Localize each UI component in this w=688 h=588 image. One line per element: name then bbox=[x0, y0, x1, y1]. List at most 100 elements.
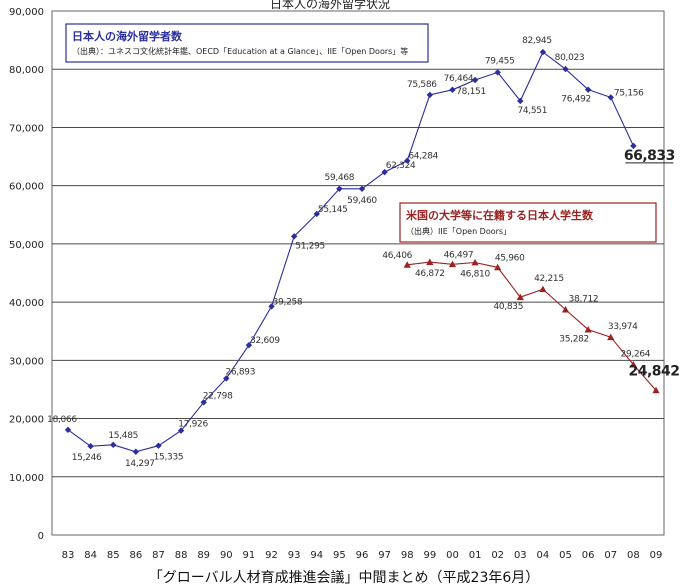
y-tick-label: 40,000 bbox=[9, 298, 44, 309]
data-point-overseas bbox=[404, 157, 411, 164]
x-tick-label: 85 bbox=[107, 550, 120, 561]
data-point-overseas bbox=[177, 427, 185, 434]
y-axis-ticks: 0 10,000 20,000 30,000 40,000 50,000 60,000 70,… bbox=[9, 7, 44, 542]
y-tick-label: 20,000 bbox=[9, 415, 44, 426]
data-label-overseas: 75,156 bbox=[614, 88, 644, 98]
data-label-overseas: 82,945 bbox=[522, 36, 552, 46]
data-label-us: 24,842 bbox=[628, 363, 679, 379]
x-tick-label: 04 bbox=[537, 550, 550, 561]
data-label-overseas: 39,258 bbox=[273, 297, 303, 307]
data-label-overseas: 15,246 bbox=[72, 453, 102, 463]
data-label-overseas: 22,798 bbox=[203, 391, 233, 401]
chart: 日本人の海外留学状況 0 10,000 20,000 30,000 40,000 50,0… bbox=[9, 0, 680, 561]
data-label-us: 46,872 bbox=[415, 269, 445, 279]
x-axis-ticks: 83 84 85 86 87 88 89 90 91 92 93 94 95 96 97 98 99 00 01 02… bbox=[62, 550, 663, 561]
data-point-us bbox=[629, 361, 637, 368]
data-label-overseas: 17,926 bbox=[178, 420, 208, 430]
x-tick-label: 03 bbox=[514, 550, 527, 561]
data-label-overseas: 76,492 bbox=[561, 95, 591, 105]
data-point-overseas bbox=[584, 86, 592, 93]
x-tick-label: 97 bbox=[378, 550, 391, 561]
data-point-overseas bbox=[313, 210, 320, 218]
data-label-overseas: 75,586 bbox=[407, 80, 437, 90]
x-tick-label: 96 bbox=[356, 550, 369, 561]
data-label-us: 46,406 bbox=[382, 251, 412, 261]
y-tick-label: 0 bbox=[38, 531, 44, 542]
y-tick-label: 60,000 bbox=[9, 182, 44, 193]
data-label-overseas: 15,485 bbox=[108, 431, 138, 441]
data-label-overseas: 62,324 bbox=[386, 161, 416, 171]
x-tick-label: 98 bbox=[401, 550, 414, 561]
data-point-overseas bbox=[336, 185, 343, 192]
data-label-overseas: 55,145 bbox=[318, 205, 348, 215]
data-label-us: 38,712 bbox=[569, 295, 599, 305]
data-label-overseas: 18,066 bbox=[47, 415, 77, 425]
series-markers bbox=[64, 48, 660, 455]
data-label-overseas: 74,551 bbox=[517, 106, 547, 116]
y-tick-label: 80,000 bbox=[9, 65, 44, 76]
data-point-overseas bbox=[87, 443, 94, 450]
data-point-us bbox=[652, 386, 660, 394]
x-tick-label: 87 bbox=[152, 550, 165, 561]
data-point-us bbox=[607, 333, 615, 341]
data-label-overseas: 26,893 bbox=[225, 367, 255, 377]
data-point-overseas bbox=[155, 442, 162, 449]
x-tick-label: 84 bbox=[84, 550, 97, 561]
x-tick-label: 88 bbox=[175, 550, 188, 561]
legend-box-us: 米国の大学等に在籍する日本人学生数 （出典）IIE「Open Doors」 bbox=[399, 202, 657, 243]
data-point-overseas bbox=[381, 168, 388, 176]
legend-source-overseas: （出典）：ユネスコ文化統計年鑑、OECD「Education at a Glan… bbox=[72, 46, 408, 56]
data-label-overseas: 76,464 bbox=[444, 74, 474, 84]
x-tick-label: 02 bbox=[491, 550, 504, 561]
data-label-overseas: 66,833 bbox=[624, 148, 675, 164]
series-line-overseas bbox=[67, 51, 634, 453]
data-point-overseas bbox=[607, 94, 614, 101]
data-label-us: 35,282 bbox=[559, 335, 589, 345]
grid-lines bbox=[52, 68, 664, 478]
data-point-overseas bbox=[449, 86, 456, 94]
x-tick-label: 83 bbox=[62, 550, 75, 561]
data-point-overseas bbox=[110, 441, 117, 449]
series-lines bbox=[67, 51, 657, 453]
data-point-us bbox=[494, 263, 502, 271]
data-point-overseas bbox=[200, 399, 207, 406]
legend-source-us: （出典）IIE「Open Doors」 bbox=[406, 226, 511, 236]
x-tick-label: 89 bbox=[197, 550, 210, 561]
data-label-overseas: 59,460 bbox=[347, 196, 377, 206]
data-point-overseas bbox=[290, 233, 298, 240]
x-tick-label: 07 bbox=[604, 550, 617, 561]
data-point-overseas bbox=[630, 142, 637, 150]
x-tick-label: 08 bbox=[627, 550, 640, 561]
data-label-us: 46,497 bbox=[444, 250, 474, 260]
data-point-overseas bbox=[562, 65, 569, 73]
y-tick-label: 90,000 bbox=[9, 7, 44, 18]
data-point-us bbox=[448, 260, 457, 268]
data-point-overseas bbox=[132, 448, 140, 455]
data-point-us bbox=[561, 306, 570, 313]
data-point-us bbox=[426, 258, 434, 265]
y-tick-label: 30,000 bbox=[9, 356, 44, 367]
x-tick-label: 92 bbox=[265, 550, 278, 561]
data-point-us bbox=[539, 285, 547, 293]
y-tick-label: 70,000 bbox=[9, 123, 44, 134]
x-tick-label: 86 bbox=[129, 550, 142, 561]
data-label-us: 33,974 bbox=[608, 322, 638, 332]
data-label-overseas: 64,284 bbox=[408, 152, 438, 162]
data-point-overseas bbox=[268, 303, 275, 310]
data-point-overseas bbox=[471, 76, 479, 84]
x-tick-label: 01 bbox=[469, 550, 482, 561]
data-label-us: 29,264 bbox=[621, 350, 651, 360]
data-label-overseas: 80,023 bbox=[555, 53, 585, 63]
x-tick-label: 99 bbox=[423, 550, 436, 561]
legend-title-overseas: 日本人の海外留学者数 bbox=[72, 29, 183, 43]
data-label-overseas: 79,455 bbox=[485, 56, 515, 66]
chart-title: 日本人の海外留学状況 bbox=[270, 0, 390, 11]
x-tick-label: 09 bbox=[650, 550, 663, 561]
x-tick-label: 91 bbox=[243, 550, 256, 561]
data-label-us: 40,835 bbox=[493, 302, 523, 312]
x-tick-label: 93 bbox=[288, 550, 301, 561]
data-label-overseas: 51,295 bbox=[295, 241, 325, 251]
data-label-overseas: 15,335 bbox=[154, 453, 184, 463]
series-line-us bbox=[407, 261, 657, 391]
